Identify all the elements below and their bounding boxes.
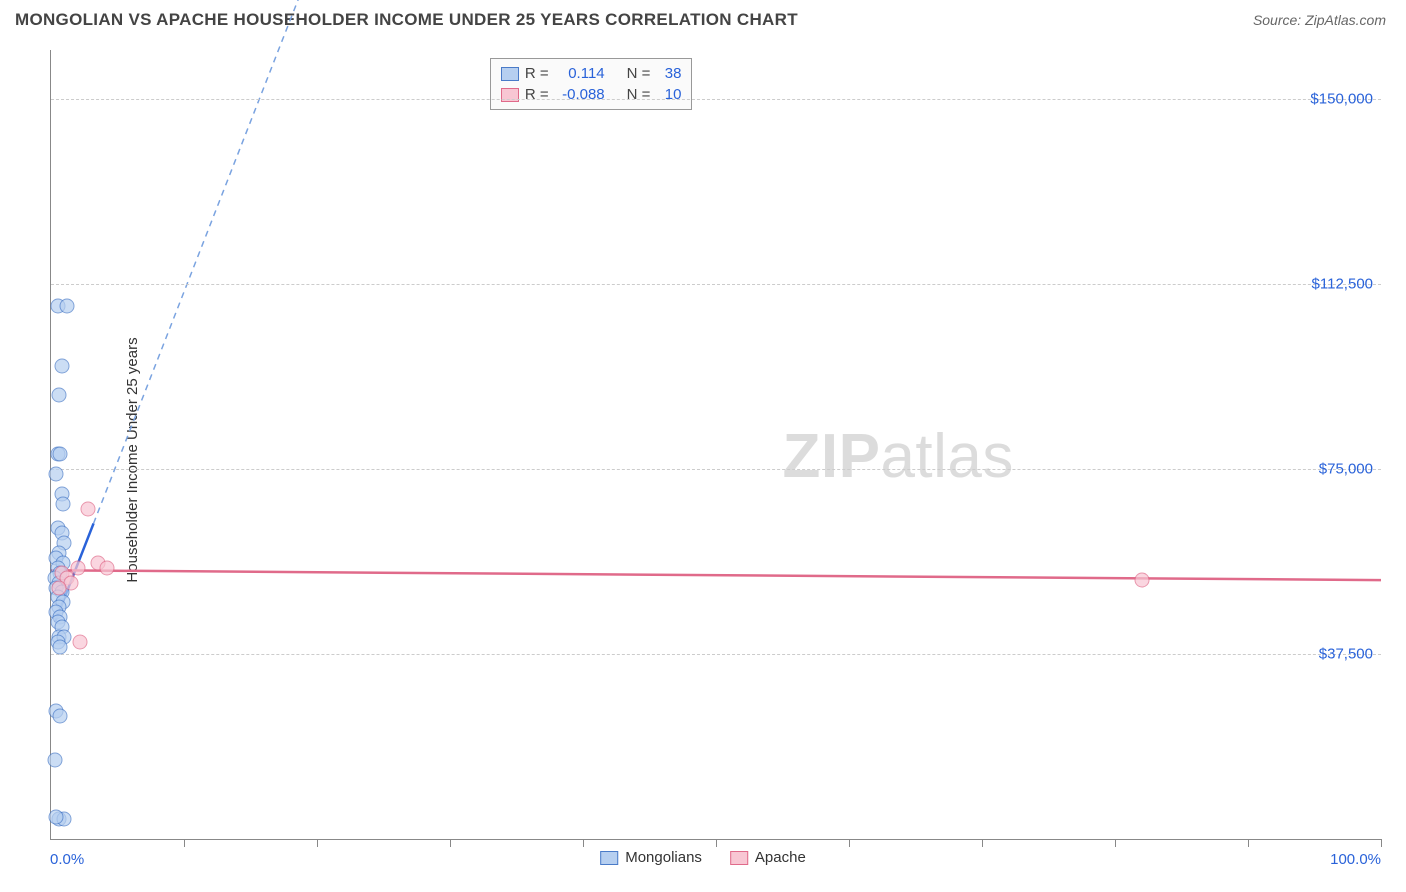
x-tick — [184, 839, 185, 847]
gridline-horizontal — [51, 99, 1381, 100]
data-point — [53, 447, 68, 462]
r-label: R = — [525, 86, 549, 103]
source-attribution: Source: ZipAtlas.com — [1253, 12, 1386, 28]
legend-item-mongolians: Mongolians — [600, 849, 702, 866]
n-label: N = — [627, 86, 651, 103]
gridline-horizontal — [51, 469, 1381, 470]
data-point — [51, 580, 66, 595]
stats-row-apache: R = -0.088 N = 10 — [501, 84, 682, 105]
x-axis-min-label: 0.0% — [50, 851, 84, 868]
swatch-mongolians — [600, 851, 618, 865]
data-point — [59, 299, 74, 314]
legend-label-mongolians: Mongolians — [625, 849, 702, 866]
data-point — [53, 708, 68, 723]
data-point — [47, 753, 62, 768]
series-legend: Mongolians Apache — [600, 849, 806, 866]
legend-label-apache: Apache — [755, 849, 806, 866]
n-value-mongolians: 38 — [656, 65, 681, 82]
chart-title: MONGOLIAN VS APACHE HOUSEHOLDER INCOME U… — [15, 10, 798, 30]
y-tick-label: $37,500 — [1319, 646, 1373, 663]
watermark: ZIPatlas — [783, 421, 1014, 492]
r-value-apache: -0.088 — [555, 86, 605, 103]
x-tick — [1248, 839, 1249, 847]
gridline-horizontal — [51, 284, 1381, 285]
n-value-apache: 10 — [656, 86, 681, 103]
data-point — [49, 809, 64, 824]
gridline-horizontal — [51, 654, 1381, 655]
r-label: R = — [525, 65, 549, 82]
n-label: N = — [627, 65, 651, 82]
x-tick — [716, 839, 717, 847]
legend-item-apache: Apache — [730, 849, 806, 866]
swatch-apache — [730, 851, 748, 865]
trend-lines — [51, 50, 1381, 839]
x-tick — [982, 839, 983, 847]
x-tick — [317, 839, 318, 847]
chart-container: Householder Income Under 25 years ZIPatl… — [15, 40, 1391, 880]
x-tick — [1115, 839, 1116, 847]
data-point — [73, 634, 88, 649]
data-point — [51, 388, 66, 403]
stats-legend: R = 0.114 N = 38 R = -0.088 N = 10 — [490, 58, 693, 110]
y-tick-label: $150,000 — [1310, 91, 1373, 108]
x-tick — [1381, 839, 1382, 847]
data-point — [70, 560, 85, 575]
data-point — [1134, 573, 1149, 588]
data-point — [55, 496, 70, 511]
y-tick-label: $75,000 — [1319, 461, 1373, 478]
plot-area: ZIPatlas R = 0.114 N = 38 R = -0.088 N =… — [50, 50, 1381, 840]
data-point — [99, 560, 114, 575]
x-tick — [450, 839, 451, 847]
r-value-mongolians: 0.114 — [555, 65, 605, 82]
data-point — [81, 501, 96, 516]
swatch-mongolians — [501, 67, 519, 81]
watermark-atlas: atlas — [880, 422, 1013, 491]
x-tick — [583, 839, 584, 847]
data-point — [53, 639, 68, 654]
stats-row-mongolians: R = 0.114 N = 38 — [501, 63, 682, 84]
x-axis-max-label: 100.0% — [1330, 851, 1381, 868]
data-point — [49, 467, 64, 482]
x-tick — [849, 839, 850, 847]
y-tick-label: $112,500 — [1312, 276, 1373, 293]
data-point — [54, 358, 69, 373]
watermark-zip: ZIP — [783, 422, 881, 491]
